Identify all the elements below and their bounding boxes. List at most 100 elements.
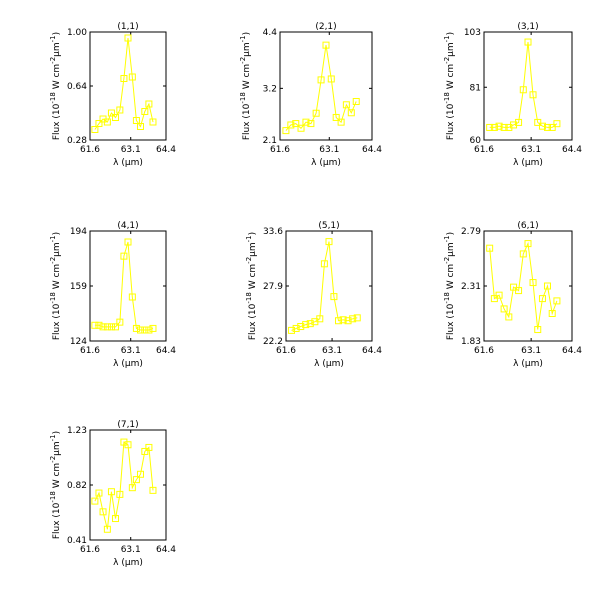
data-point: [307, 120, 315, 128]
data-point: [302, 321, 310, 329]
subplot-title: (2,1): [315, 22, 336, 32]
data-point: [99, 508, 107, 516]
series-line: [94, 441, 154, 530]
y-tick-label: 1.83: [461, 337, 481, 347]
data-point: [529, 91, 537, 99]
data-point: [297, 323, 305, 331]
x-tick-label: 63.1: [121, 346, 141, 356]
data-point: [99, 323, 107, 331]
data-point: [141, 326, 149, 334]
data-point: [306, 320, 314, 328]
data-point: [288, 326, 296, 334]
axes-frame: [279, 31, 373, 141]
data-point: [500, 123, 508, 131]
data-point: [141, 108, 149, 115]
data-point: [317, 76, 325, 84]
data-point: [145, 443, 153, 451]
y-tick-label: 1.23: [67, 426, 87, 436]
data-point: [553, 297, 561, 305]
data-point: [347, 109, 355, 117]
data-point: [282, 127, 290, 135]
subplot-2: (2,1) 61.6 63.1 64.4 2.1 3.2 4.4 λ (μm) Flux (10…: [239, 22, 382, 168]
y-axis-label: Flux (10-18 W cm-2μm-1): [49, 32, 62, 140]
y-axis-label: Flux (10-18 W cm-2μm-1): [49, 232, 62, 340]
y-axis-label: Flux (10-18 W cm-2μm-1): [443, 32, 456, 140]
data-point: [353, 314, 361, 322]
data-point: [505, 313, 513, 321]
data-point: [116, 490, 124, 498]
data-point: [515, 287, 523, 295]
data-point: [149, 324, 157, 332]
x-axis-label: λ (μm): [314, 359, 344, 369]
data-point: [107, 488, 115, 496]
y-axis-label: Flux (10-18 W cm-2μm-1): [49, 431, 62, 539]
x-tick-label: 64.4: [562, 145, 582, 155]
data-point: [486, 244, 494, 252]
data-point: [342, 101, 350, 109]
subplot-4: (4,1) 61.6 63.1 64.4 124 159 194 λ (μm) Flux (10…: [49, 221, 176, 369]
x-tick-label: 61.6: [80, 545, 100, 555]
data-point: [534, 118, 542, 126]
data-point: [534, 326, 542, 334]
data-point: [500, 305, 508, 313]
y-tick-label: 33.6: [263, 227, 283, 237]
x-tick-label: 61.6: [80, 145, 100, 155]
data-point: [136, 326, 144, 334]
y-tick-label: 0.41: [67, 536, 87, 546]
data-point: [95, 321, 103, 329]
data-point: [128, 73, 136, 81]
data-point: [132, 476, 140, 484]
subplot-title: (1,1): [117, 22, 138, 32]
series-line: [94, 241, 154, 331]
data-point: [297, 124, 305, 132]
x-tick-label: 64.4: [156, 545, 176, 555]
data-point: [519, 250, 527, 258]
subplot-5: (5,1) 61.6 63.1 64.4 22.2 27.9 33.6 λ (μm) Flux …: [245, 221, 382, 369]
data-point: [91, 321, 99, 329]
y-tick-label: 81: [470, 83, 481, 93]
x-tick-label: 64.4: [156, 145, 176, 155]
data-point: [322, 41, 330, 49]
x-tick-label: 63.1: [521, 145, 541, 155]
subplot-6: (6,1) 61.6 63.1 64.4 1.83 2.31 2.79 λ (μm) Flux …: [443, 221, 582, 369]
data-point: [287, 121, 295, 129]
data-point: [548, 123, 556, 131]
x-axis-label: λ (μm): [113, 359, 143, 369]
data-point: [141, 447, 149, 455]
y-axis-label: Flux (10-18 W cm-2μm-1): [239, 32, 252, 140]
x-tick-label: 61.6: [276, 346, 296, 356]
y-tick-label: 2.1: [263, 136, 277, 146]
data-point: [344, 317, 352, 325]
y-tick-label: 27.9: [263, 282, 283, 292]
data-point: [112, 323, 120, 331]
x-tick-label: 63.1: [521, 346, 541, 356]
data-point: [149, 486, 157, 494]
data-point: [145, 326, 153, 334]
subplot-title: (7,1): [117, 420, 138, 430]
data-point: [124, 34, 132, 42]
data-point: [538, 122, 546, 130]
x-axis-label: λ (μm): [311, 158, 341, 168]
series-line: [285, 45, 357, 131]
data-point: [91, 126, 99, 133]
x-tick-label: 61.6: [80, 346, 100, 356]
y-tick-label: 159: [70, 282, 87, 292]
data-point: [325, 238, 333, 246]
data-point: [136, 123, 144, 130]
y-tick-label: 194: [70, 227, 87, 237]
data-point: [543, 123, 551, 131]
data-point: [95, 120, 103, 127]
data-point: [335, 317, 343, 325]
subplot-7: (7,1) 61.6 63.1 64.4 0.41 0.82 1.23 λ (μm) Flux …: [49, 420, 176, 568]
data-point: [495, 291, 503, 299]
data-point: [103, 525, 111, 533]
data-point: [332, 113, 340, 121]
data-point: [330, 293, 338, 301]
series-line: [291, 241, 358, 331]
data-point: [132, 324, 140, 332]
data-point: [490, 123, 498, 131]
data-point: [145, 100, 153, 108]
y-axis-label: Flux (10-18 W cm-2μm-1): [443, 232, 456, 340]
data-point: [128, 293, 136, 301]
